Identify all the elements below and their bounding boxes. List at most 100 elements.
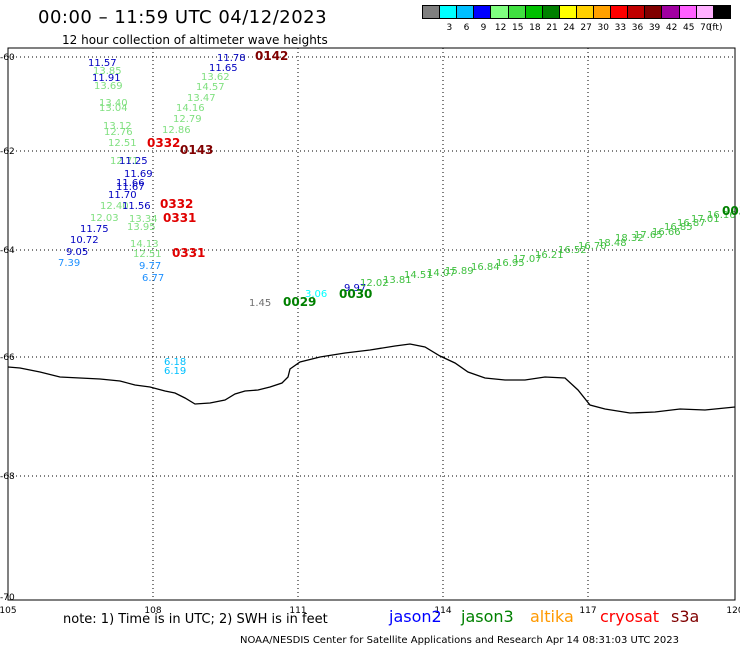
lon-label: 120 — [726, 606, 740, 616]
lat-label: -68 — [0, 472, 15, 482]
wave-height-label: 11.65 — [209, 63, 238, 74]
pass-time-label: 0030 — [339, 287, 372, 301]
wave-height-label: 13.04 — [99, 103, 128, 114]
wave-height-label: 16.52 — [558, 245, 587, 256]
wave-height-label: 16.87 — [677, 218, 706, 229]
wave-height-label: 11.57 — [88, 58, 117, 69]
plot-frame — [7, 47, 736, 601]
scale-frame — [422, 5, 731, 19]
wave-height-label: 12.79 — [173, 114, 202, 125]
scale-label: 42 — [665, 23, 678, 33]
lon-label: 114 — [434, 606, 451, 616]
wave-height-label: 9.77 — [139, 261, 161, 272]
wave-height-label: 11.66 — [116, 178, 145, 189]
lat-label: -60 — [0, 53, 15, 63]
wave-height-label: 11.56 — [122, 201, 151, 212]
wave-height-label: 15.89 — [445, 266, 474, 277]
wave-height-label: 3.06 — [305, 289, 327, 300]
scale-swatch — [439, 5, 458, 19]
wave-height-label: 16.16 — [707, 210, 736, 221]
wave-height-label: 6.18 — [164, 357, 186, 368]
pass-time-label: 0142 — [255, 49, 288, 63]
lon-label: 105 — [0, 606, 17, 616]
scale-label: 3 — [446, 23, 453, 33]
scale-swatch — [473, 5, 492, 19]
scale-label: 27 — [580, 23, 592, 33]
scale-swatch — [627, 5, 646, 19]
wave-height-label: 12.86 — [162, 125, 191, 136]
wave-height-label: 17.65 — [634, 230, 663, 241]
page-title: 00:00 – 11:59 UTC 04/12/2023 — [38, 7, 328, 28]
scale-swatch — [541, 5, 560, 19]
wave-height-label: 11.69 — [124, 169, 153, 180]
wave-height-label: 16.21 — [535, 250, 564, 261]
lat-label: -62 — [0, 147, 15, 157]
scale-label: 9 — [480, 23, 487, 33]
wave-height-label: 10.72 — [70, 235, 99, 246]
wave-height-label: 12.71 — [110, 156, 139, 167]
wave-height-label: 14.16 — [176, 103, 205, 114]
wave-height-label: 11.75 — [80, 224, 109, 235]
lon-label: 111 — [289, 606, 306, 616]
scale-swatch — [490, 5, 509, 19]
scale-unit: (ft) — [708, 23, 723, 33]
pass-time-label: 0332 — [160, 197, 193, 211]
legend-altika: altika — [530, 607, 574, 626]
scale-label: 12 — [494, 23, 507, 33]
pass-time-label: 0331 — [172, 246, 205, 260]
scale-swatch — [661, 5, 680, 19]
scale-swatch — [456, 5, 475, 19]
wave-height-label: 13.12 — [103, 121, 132, 132]
antarctic-coastline — [7, 343, 736, 414]
lon-label: 117 — [579, 606, 596, 616]
scale-label: 30 — [597, 23, 609, 33]
lat-label: -70 — [0, 593, 15, 603]
wave-height-label: 12.51 — [133, 249, 162, 260]
wave-height-label: 1.45 — [249, 298, 271, 309]
page-subtitle: 12 hour collection of altimeter wave hei… — [62, 33, 328, 47]
wave-height-label: 16.70 — [578, 241, 607, 252]
wave-height-label: 11.25 — [119, 156, 148, 167]
wave-height-label: 12.40 — [100, 201, 129, 212]
wave-height-label: 16.95 — [496, 258, 525, 269]
scale-label: 70 — [700, 23, 712, 33]
credit-line: NOAA/NESDIS Center for Satellite Applica… — [240, 635, 679, 646]
wave-height-label: 6.77 — [142, 273, 164, 284]
scale-label: 24 — [563, 23, 575, 33]
wave-height-label: 12.02 — [360, 278, 389, 289]
color-scale-legend: 3 6 9 12 15 18 21 24 27 30 33 36 39 42 45 70 (ft) — [422, 5, 732, 35]
scale-swatch — [695, 5, 714, 19]
wave-height-label: 13.40 — [99, 98, 128, 109]
pass-time-label: 0332 — [147, 136, 180, 150]
wave-height-label: 13.69 — [94, 81, 123, 92]
pass-time-label: 0143 — [180, 143, 213, 157]
wave-height-label: 13.85 — [93, 66, 122, 77]
wave-height-label: 14.13 — [130, 239, 159, 250]
scale-label: 15 — [512, 23, 524, 33]
lat-label: -64 — [0, 246, 15, 256]
wave-height-label: 17.07 — [513, 254, 542, 265]
scale-swatch — [678, 5, 697, 19]
scale-swatch — [644, 5, 663, 19]
wave-height-label: 16.66 — [652, 227, 681, 238]
scale-label: 18 — [529, 23, 541, 33]
wave-height-label: 13.81 — [383, 275, 412, 286]
wave-height-label: 9.05 — [66, 247, 88, 258]
wave-height-label: 14.51 — [404, 270, 433, 281]
pass-time-label: 0031 — [722, 204, 740, 218]
wave-height-label: 12.03 — [90, 213, 119, 224]
legend-s3a: s3a — [671, 607, 700, 626]
wave-height-label: 13.47 — [187, 93, 216, 104]
wave-height-label: 12.76 — [104, 127, 133, 138]
scale-swatch — [712, 5, 731, 19]
legend-jason2: jason2 — [389, 607, 442, 626]
pass-time-label: 0029 — [283, 295, 316, 309]
wave-height-label: 11.67 — [116, 182, 145, 193]
wave-height-label: 12.51 — [108, 138, 137, 149]
wave-height-label: 14.07 — [427, 268, 456, 279]
scale-label: 36 — [631, 23, 644, 33]
wave-height-label: 13.34 — [129, 214, 158, 225]
legend-jason3: jason3 — [461, 607, 514, 626]
wave-height-label: 18.32 — [615, 233, 644, 244]
